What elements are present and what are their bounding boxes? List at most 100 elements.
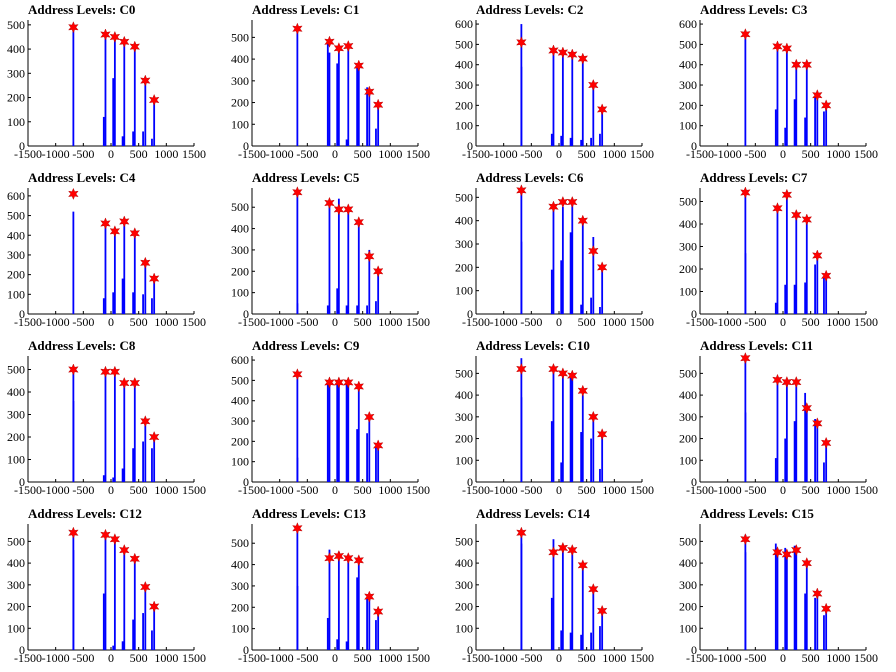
bar xyxy=(776,379,779,482)
x-tick-label: -500 xyxy=(296,483,318,497)
y-tick-label: 500 xyxy=(455,366,473,380)
peak-marker xyxy=(68,363,79,376)
bar xyxy=(345,139,348,146)
peak-marker xyxy=(801,213,813,226)
bar xyxy=(328,52,331,146)
bar xyxy=(785,554,788,650)
bar xyxy=(785,197,788,314)
bar xyxy=(345,305,348,314)
y-tick-label: 300 xyxy=(679,578,697,592)
x-tick-label: 0 xyxy=(108,651,114,665)
y-tick-label: 0 xyxy=(467,475,473,489)
bar xyxy=(357,560,360,650)
y-tick-label: 100 xyxy=(231,455,249,469)
bar xyxy=(581,223,584,314)
bar xyxy=(601,610,604,650)
y-tick-label: 400 xyxy=(455,388,473,402)
bar xyxy=(784,438,787,482)
y-tick-label: 0 xyxy=(19,139,25,153)
bar xyxy=(552,204,555,314)
bar xyxy=(121,468,124,482)
peak-marker xyxy=(772,40,783,53)
peak-marker xyxy=(333,42,345,55)
chart-svg: Address Levels: C2 0 100 200 300 400 500 600 -15… xyxy=(455,2,654,161)
bar xyxy=(569,232,572,314)
peak-marker xyxy=(740,28,751,41)
x-tick-label: -1500 xyxy=(14,315,42,329)
x-tick-label: 0 xyxy=(780,483,786,497)
x-tick-label: 1500 xyxy=(630,483,654,497)
x-tick-label: -1500 xyxy=(14,483,42,497)
y-tick-label: 200 xyxy=(455,432,473,446)
x-tick-label: 500 xyxy=(802,651,820,665)
y-tick-label: 500 xyxy=(231,373,249,387)
x-tick-label: 0 xyxy=(780,315,786,329)
bar xyxy=(804,392,807,482)
bar xyxy=(776,550,779,650)
chart-title: Address Levels: C6 xyxy=(476,170,584,185)
bar xyxy=(121,136,124,146)
y-tick-label: 200 xyxy=(231,96,249,110)
bar xyxy=(784,284,787,314)
x-tick-label: -1000 xyxy=(42,651,70,665)
peak-marker xyxy=(791,208,802,222)
bar xyxy=(113,371,116,482)
x-tick-label: 1500 xyxy=(182,147,206,161)
bar xyxy=(580,432,583,482)
y-tick-label: 200 xyxy=(7,430,25,444)
peak-marker xyxy=(740,533,751,546)
bar xyxy=(356,429,359,482)
bar xyxy=(375,301,377,314)
bar xyxy=(793,99,796,146)
x-tick-label: -1000 xyxy=(490,483,518,497)
peak-marker xyxy=(292,522,303,535)
peak-marker xyxy=(324,376,335,389)
x-tick-label: -1500 xyxy=(238,315,266,329)
bar xyxy=(520,192,523,314)
y-tick-label: 0 xyxy=(243,643,249,657)
peak-marker xyxy=(791,58,802,71)
peak-marker xyxy=(109,225,121,238)
peak-marker xyxy=(596,261,608,274)
bar xyxy=(744,190,747,314)
bar xyxy=(592,237,595,314)
x-tick-label: 0 xyxy=(556,315,562,329)
chart-title: Address Levels: C5 xyxy=(252,170,360,185)
bar xyxy=(581,563,584,650)
peak-marker xyxy=(364,590,375,603)
y-tick-label: 500 xyxy=(679,366,697,380)
chart-panel-c2: Address Levels: C2 0 100 200 300 400 500 600 -15… xyxy=(448,0,672,168)
bar xyxy=(795,379,798,482)
bar xyxy=(296,303,299,314)
bar xyxy=(326,41,329,146)
bar xyxy=(328,202,331,314)
x-tick-label: -1000 xyxy=(42,147,70,161)
x-tick-label: 1000 xyxy=(378,147,402,161)
bar xyxy=(72,27,75,147)
y-tick-label: 400 xyxy=(679,556,697,570)
peak-marker xyxy=(292,368,303,381)
bar xyxy=(112,645,115,650)
x-tick-label: 0 xyxy=(556,651,562,665)
chart-title: Address Levels: C15 xyxy=(700,506,814,521)
x-tick-label: 500 xyxy=(578,483,596,497)
chart-title: Address Levels: C1 xyxy=(252,2,359,17)
x-tick-label: 500 xyxy=(578,147,596,161)
bar xyxy=(357,386,360,482)
bar xyxy=(375,128,377,146)
bar xyxy=(337,198,340,314)
peak-marker xyxy=(119,35,130,48)
bar xyxy=(552,50,555,146)
bar xyxy=(571,54,574,146)
peak-marker xyxy=(109,365,121,378)
x-tick-label: -1500 xyxy=(686,483,714,497)
peak-marker xyxy=(343,203,354,216)
bar xyxy=(112,78,115,146)
bar xyxy=(744,358,747,482)
chart-panel-c14: Address Levels: C14 0 100 200 300 400 500 -1500… xyxy=(448,504,672,672)
bar xyxy=(357,222,360,314)
x-tick-label: -500 xyxy=(296,147,318,161)
x-tick-label: -500 xyxy=(744,651,766,665)
peak-marker xyxy=(140,415,151,428)
peak-marker xyxy=(557,541,569,554)
